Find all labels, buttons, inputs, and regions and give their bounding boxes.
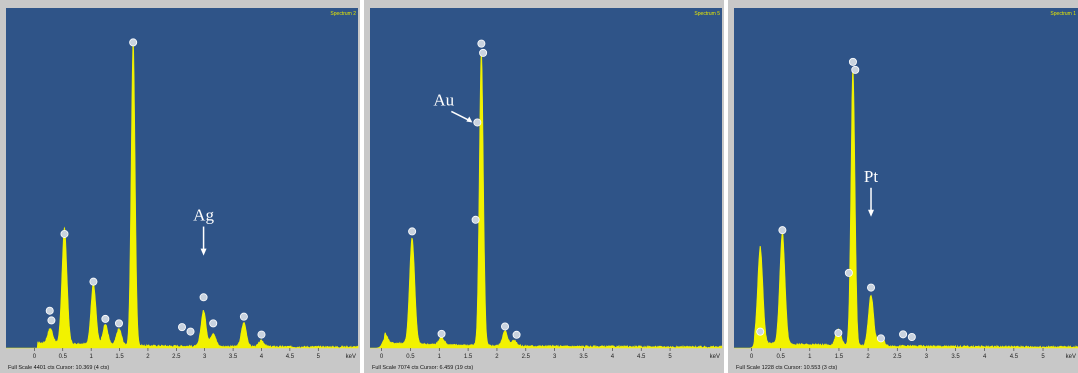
x-tick-label-3-3: 1 <box>808 354 812 360</box>
x-axis-label-1: keV <box>346 354 356 360</box>
peak-marker-3-5 <box>848 57 857 66</box>
x-tick-label-2-6: 2.5 <box>522 354 531 360</box>
x-tick-label-2-11: 5 <box>668 354 672 360</box>
spectrum-chart-2: Spectrum 5 Au 0 0.5 1 1.5 2 2.5 3 3.5 4 4.5 5 keV Full… <box>370 8 723 371</box>
peak-marker-1-11 <box>209 319 218 328</box>
spectrum-panel-3: Spectrum 1 Pt 0 0.5 1 1.5 2 2.5 3 3.5 4 4.5 5 keV Full… <box>728 0 1078 373</box>
peak-marker-2-5 <box>477 39 486 48</box>
peak-marker-3-9 <box>899 330 908 339</box>
spectrum-series-3 <box>734 67 1078 349</box>
plot-area-2 <box>370 8 722 348</box>
spectrum-label-2: Spectrum 5 <box>694 11 720 17</box>
x-tick-label-1-10: 4.5 <box>286 354 295 360</box>
peak-marker-3-4 <box>844 268 853 277</box>
x-tick-label-2-2: 0.5 <box>406 354 415 360</box>
peak-marker-1-4 <box>89 277 98 286</box>
spectrum-label-1: Spectrum 2 <box>330 11 356 17</box>
peak-marker-3-6 <box>851 65 860 74</box>
peak-marker-3-7 <box>867 283 876 292</box>
spectrum-label-3: Spectrum 1 <box>1050 11 1076 17</box>
x-tick-label-1-7: 3 <box>203 354 207 360</box>
x-tick-label-3-10: 4.5 <box>1010 354 1019 360</box>
peak-marker-3-8 <box>876 334 885 343</box>
peak-marker-2-7 <box>501 322 510 331</box>
x-tick-label-2-5: 2 <box>495 354 499 360</box>
annotation-label-1: Ag <box>193 206 214 225</box>
x-tick-label-3-11: 5 <box>1041 354 1045 360</box>
x-tick-label-2-1: 0 <box>380 354 384 360</box>
footer-scale-3: Full Scale 1228 cts Cursor: 10.553 (3 ct… <box>736 365 837 371</box>
peak-marker-1-9 <box>186 327 195 336</box>
x-tick-label-1-3: 1 <box>89 354 93 360</box>
peak-marker-1-7 <box>129 38 138 47</box>
annotation-arrowhead-1 <box>200 248 207 256</box>
peak-marker-2-2 <box>437 329 446 338</box>
peak-marker-1-12 <box>239 312 248 321</box>
annotation-label-2: Au <box>433 90 454 109</box>
x-tick-label-2-10: 4.5 <box>637 354 646 360</box>
peak-marker-2-6 <box>479 48 488 57</box>
peak-marker-3-10 <box>907 332 916 341</box>
x-tick-label-3-5: 2 <box>866 354 870 360</box>
peak-marker-1-8 <box>177 323 186 332</box>
peak-marker-2-1 <box>408 227 417 236</box>
peak-marker-2-4 <box>473 118 482 127</box>
x-tick-label-3-9: 4 <box>983 354 987 360</box>
peak-marker-1-10 <box>199 293 208 302</box>
x-tick-label-3-1: 0 <box>750 354 754 360</box>
peak-marker-1-6 <box>114 319 123 328</box>
x-tick-label-3-6: 2.5 <box>893 354 902 360</box>
x-axis-label-2: keV <box>710 354 720 360</box>
spectrum-chart-3: Spectrum 1 Pt 0 0.5 1 1.5 2 2.5 3 3.5 4 4.5 5 keV Full… <box>734 8 1078 371</box>
peak-marker-3-1 <box>756 327 765 336</box>
spectrum-series-1 <box>6 40 359 349</box>
peak-marker-1-3 <box>60 229 69 238</box>
x-tick-label-3-8: 3.5 <box>951 354 960 360</box>
peak-marker-1-2 <box>47 316 56 325</box>
x-tick-label-1-9: 4 <box>260 354 264 360</box>
peak-marker-1-1 <box>45 306 54 315</box>
x-tick-label-2-4: 1.5 <box>464 354 473 360</box>
x-tick-label-1-11: 5 <box>317 354 321 360</box>
footer-scale-2: Full Scale 7074 cts Cursor: 6.459 (19 ct… <box>372 365 473 371</box>
x-tick-label-1-5: 2 <box>146 354 150 360</box>
x-axis-label-3: keV <box>1066 354 1076 360</box>
x-tick-label-1-4: 1.5 <box>115 354 124 360</box>
x-tick-label-1-2: 0.5 <box>59 354 68 360</box>
x-tick-label-1-6: 2.5 <box>172 354 181 360</box>
x-tick-label-3-7: 3 <box>925 354 929 360</box>
spectrum-series-2 <box>370 50 723 349</box>
x-tick-label-2-7: 3 <box>553 354 557 360</box>
spectrum-chart-1: Spectrum 2 Ag 0 0.5 1 1.5 2 2.5 3 3.5 4 4.5 5 keV Full… <box>6 8 359 371</box>
annotation-arrowhead-3 <box>868 209 875 217</box>
x-tick-label-2-3: 1 <box>438 354 442 360</box>
spectrum-panel-2: Spectrum 5 Au 0 0.5 1 1.5 2 2.5 3 3.5 4 4.5 5 keV Full… <box>364 0 724 373</box>
x-tick-label-2-8: 3.5 <box>579 354 588 360</box>
x-tick-label-2-9: 4 <box>611 354 615 360</box>
spectrum-panel-1: Spectrum 2 Ag 0 0.5 1 1.5 2 2.5 3 3.5 4 4.5 5 keV Full… <box>0 0 360 373</box>
peak-marker-3-3 <box>834 328 843 337</box>
x-tick-label-1-8: 3.5 <box>229 354 238 360</box>
x-tick-label-3-4: 1.5 <box>835 354 844 360</box>
annotation-arrowhead-2 <box>466 116 473 123</box>
x-tick-label-3-2: 0.5 <box>776 354 785 360</box>
peak-marker-2-3 <box>471 215 480 224</box>
peak-marker-1-5 <box>101 314 110 323</box>
plot-area-3 <box>734 8 1078 348</box>
peak-marker-1-13 <box>257 330 266 339</box>
footer-scale-1: Full Scale 4401 cts Cursor: 10.369 (4 ct… <box>8 365 109 371</box>
x-tick-label-1-1: 0 <box>33 354 37 360</box>
peak-marker-3-2 <box>778 226 787 235</box>
plot-area-1 <box>6 8 358 348</box>
annotation-label-3: Pt <box>864 167 878 186</box>
peak-marker-2-8 <box>512 330 521 339</box>
